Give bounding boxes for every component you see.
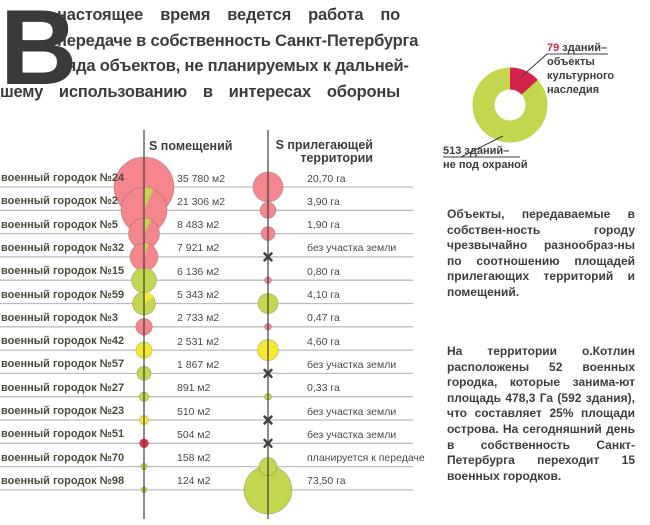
donut-label-unprotected: 513 зданий– не под охраной [443,144,528,172]
row-territory-value-4: без участка земли [307,242,397,255]
row-label-2: военный городок №2 [1,195,119,208]
row-territory-value-10: 0,33 га [307,382,340,395]
row-premises-value-10: 891 м2 [177,382,211,395]
row-premises-value-5: 6 136 м2 [177,265,220,278]
bubble-premises-row4-wedge [144,242,149,257]
row-territory-value-3: 1,90 га [307,219,340,232]
row-label-5: военный городок №15 [1,265,125,278]
donut-label-cultural: 79 зданий– объекты культурного наследия [547,41,650,97]
row-label-8: военный городок №42 [1,335,125,348]
bubble-premises-row6-wedge [144,292,154,304]
bubble-premises-row2-wedge [144,187,154,211]
side-paragraph-2: На территории о.Котлин расположены 52 во… [447,344,635,483]
row-premises-value-6: 5 343 м2 [177,289,220,301]
column-header-territory: S прилегающей территории [271,139,373,165]
row-label-4: военный городок №32 [1,241,125,254]
row-label-10: военный городок №27 [1,381,125,394]
donut-label-unprotected-line2: не под охраной [443,159,528,171]
row-territory-value-2: 3,90 га [307,195,340,208]
donut-value-513: 513 [443,145,462,157]
dropcap-letter: В [0,0,78,107]
intro-line-3: ряда объектов, не планируемых к дальней- [57,57,409,75]
row-territory-value-9: без участка земли [307,358,397,371]
donut-leader-line [520,53,608,78]
row-territory-value-6: 4,10 га [307,289,340,301]
row-label-14: военный городок №98 [1,474,125,487]
donut-label-513-suffix: зданий– [461,145,510,157]
intro-line-2: передаче в собственность Санкт-Петербург… [57,31,419,50]
column-header-territory-line1: S прилегающей [275,138,373,152]
row-territory-value-7: 0,47 га [307,312,340,325]
column-header-premises: S помещений [149,139,233,153]
row-territory-value-12: без участка земли [307,428,397,441]
donut-label-unprotected-line1: 513 зданий– [443,144,528,158]
row-premises-value-3: 8 483 м2 [177,219,220,232]
row-premises-value-11: 510 м2 [177,405,211,418]
row-label-11: военный городок №23 [1,405,125,417]
row-premises-value-7: 2 733 м2 [177,312,220,325]
row-premises-value-2: 21 306 м2 [177,195,226,208]
bubble-premises-row3-wedge [144,218,152,234]
row-premises-value-9: 1 867 м2 [177,358,220,371]
row-label-6: военный городок №59 [1,288,125,301]
row-label-3: военный городок №5 [1,218,119,231]
row-territory-value-5: 0,80 га [307,265,340,278]
donut-label-cultural-line3: наследия [547,84,600,96]
row-label-13: военный городок №70 [1,451,125,464]
side-paragraph-1: Объекты, передаваемые в собствен-ность г… [447,207,635,299]
intro-line-4: шему использованию в интересах обороны [0,82,400,101]
donut-value-79: 79 [547,42,560,54]
row-premises-value-4: 7 921 м2 [177,242,220,255]
row-label-9: военный городок №57 [1,358,125,371]
row-territory-value-13: планируется к передаче [307,452,425,465]
row-premises-value-14: 124 м2 [177,475,211,488]
row-label-7: военный городок №3 [1,311,119,324]
donut-label-79-suffix: зданий– [559,42,608,54]
intro-line-1: настоящее время ведется работа по [57,6,400,24]
donut-hole [494,89,526,121]
row-premises-value-12: 504 м2 [177,428,211,441]
row-premises-value-13: 158 м2 [177,452,211,465]
row-label-1: военный городок №24 [1,172,125,184]
row-premises-value-8: 2 531 м2 [177,335,220,348]
donut-label-cultural-line2: объекты культурного [547,56,615,82]
row-label-12: военный городок №51 [1,428,125,441]
donut-label-cultural-line1: 79 зданий– [547,41,650,55]
row-territory-value-1: 20,70 га [307,172,346,185]
row-territory-value-14: 73,50 га [307,475,346,488]
column-header-territory-line2: территории [300,151,373,165]
row-premises-value-1: 35 780 м2 [177,172,226,185]
row-territory-value-11: без участка земли [307,405,397,418]
donut-leader-line [443,135,520,158]
row-territory-value-8: 4,60 га [307,335,340,348]
